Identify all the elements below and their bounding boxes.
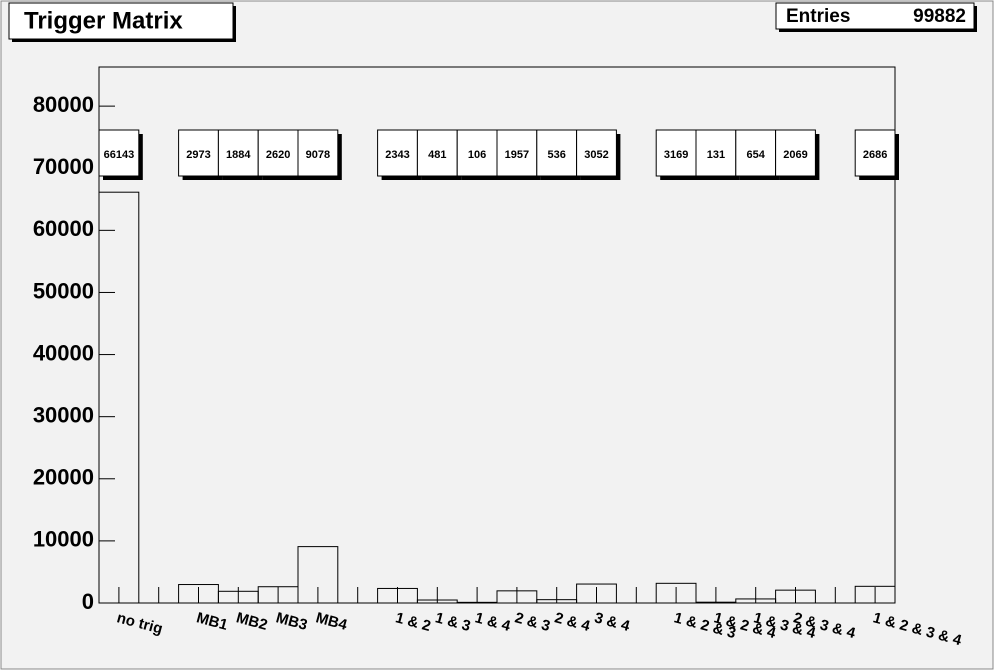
bar — [456, 601, 498, 604]
value-label: 481 — [428, 149, 446, 161]
bar — [496, 590, 538, 604]
value-label: 106 — [468, 149, 486, 161]
label-box — [576, 129, 617, 177]
entries-label: Entries — [786, 6, 850, 27]
label-box — [735, 129, 777, 177]
value-label: 9078 — [306, 149, 330, 161]
chart-title: Trigger Matrix — [24, 7, 183, 34]
bar — [297, 546, 339, 604]
stats-box — [775, 2, 975, 30]
bar — [775, 589, 816, 604]
label-box — [178, 129, 219, 177]
bar — [377, 587, 418, 604]
title-box — [8, 2, 234, 40]
bar — [655, 582, 697, 604]
label-box — [456, 129, 498, 177]
value-label: 2686 — [863, 149, 887, 161]
label-box — [416, 129, 458, 177]
value-label: 2620 — [266, 149, 290, 161]
label-box — [98, 129, 140, 177]
y-tick-label: 70000 — [33, 154, 94, 179]
bar — [98, 191, 140, 604]
label-box — [217, 129, 259, 177]
label-box — [775, 129, 816, 177]
y-tick-label: 60000 — [33, 216, 94, 241]
label-box — [297, 129, 339, 177]
label-box — [257, 129, 299, 177]
y-tick-label: 40000 — [33, 340, 94, 365]
value-label: 66143 — [104, 149, 135, 161]
bar — [695, 601, 737, 604]
label-box — [536, 129, 578, 177]
value-label: 2343 — [385, 149, 409, 161]
bar — [416, 599, 458, 604]
value-label: 3052 — [584, 149, 608, 161]
value-label: 1957 — [505, 149, 529, 161]
label-box — [695, 129, 737, 177]
label-box — [655, 129, 697, 177]
bar — [854, 585, 896, 604]
bar — [576, 583, 617, 604]
y-tick-label: 0 — [82, 589, 94, 614]
value-label: 536 — [548, 149, 566, 161]
value-label: 3169 — [664, 149, 688, 161]
y-tick-label: 20000 — [33, 465, 94, 490]
y-tick-label: 30000 — [33, 402, 94, 427]
y-tick-label: 50000 — [33, 278, 94, 303]
value-label: 2069 — [783, 149, 807, 161]
value-label: 1884 — [226, 149, 251, 161]
value-label: 131 — [707, 149, 725, 161]
y-tick-label: 10000 — [33, 527, 94, 552]
value-label: 2973 — [186, 149, 210, 161]
value-label: 654 — [747, 149, 766, 161]
y-tick-label: 80000 — [33, 92, 94, 117]
entries-value: 99882 — [913, 6, 966, 27]
label-box — [854, 129, 896, 177]
